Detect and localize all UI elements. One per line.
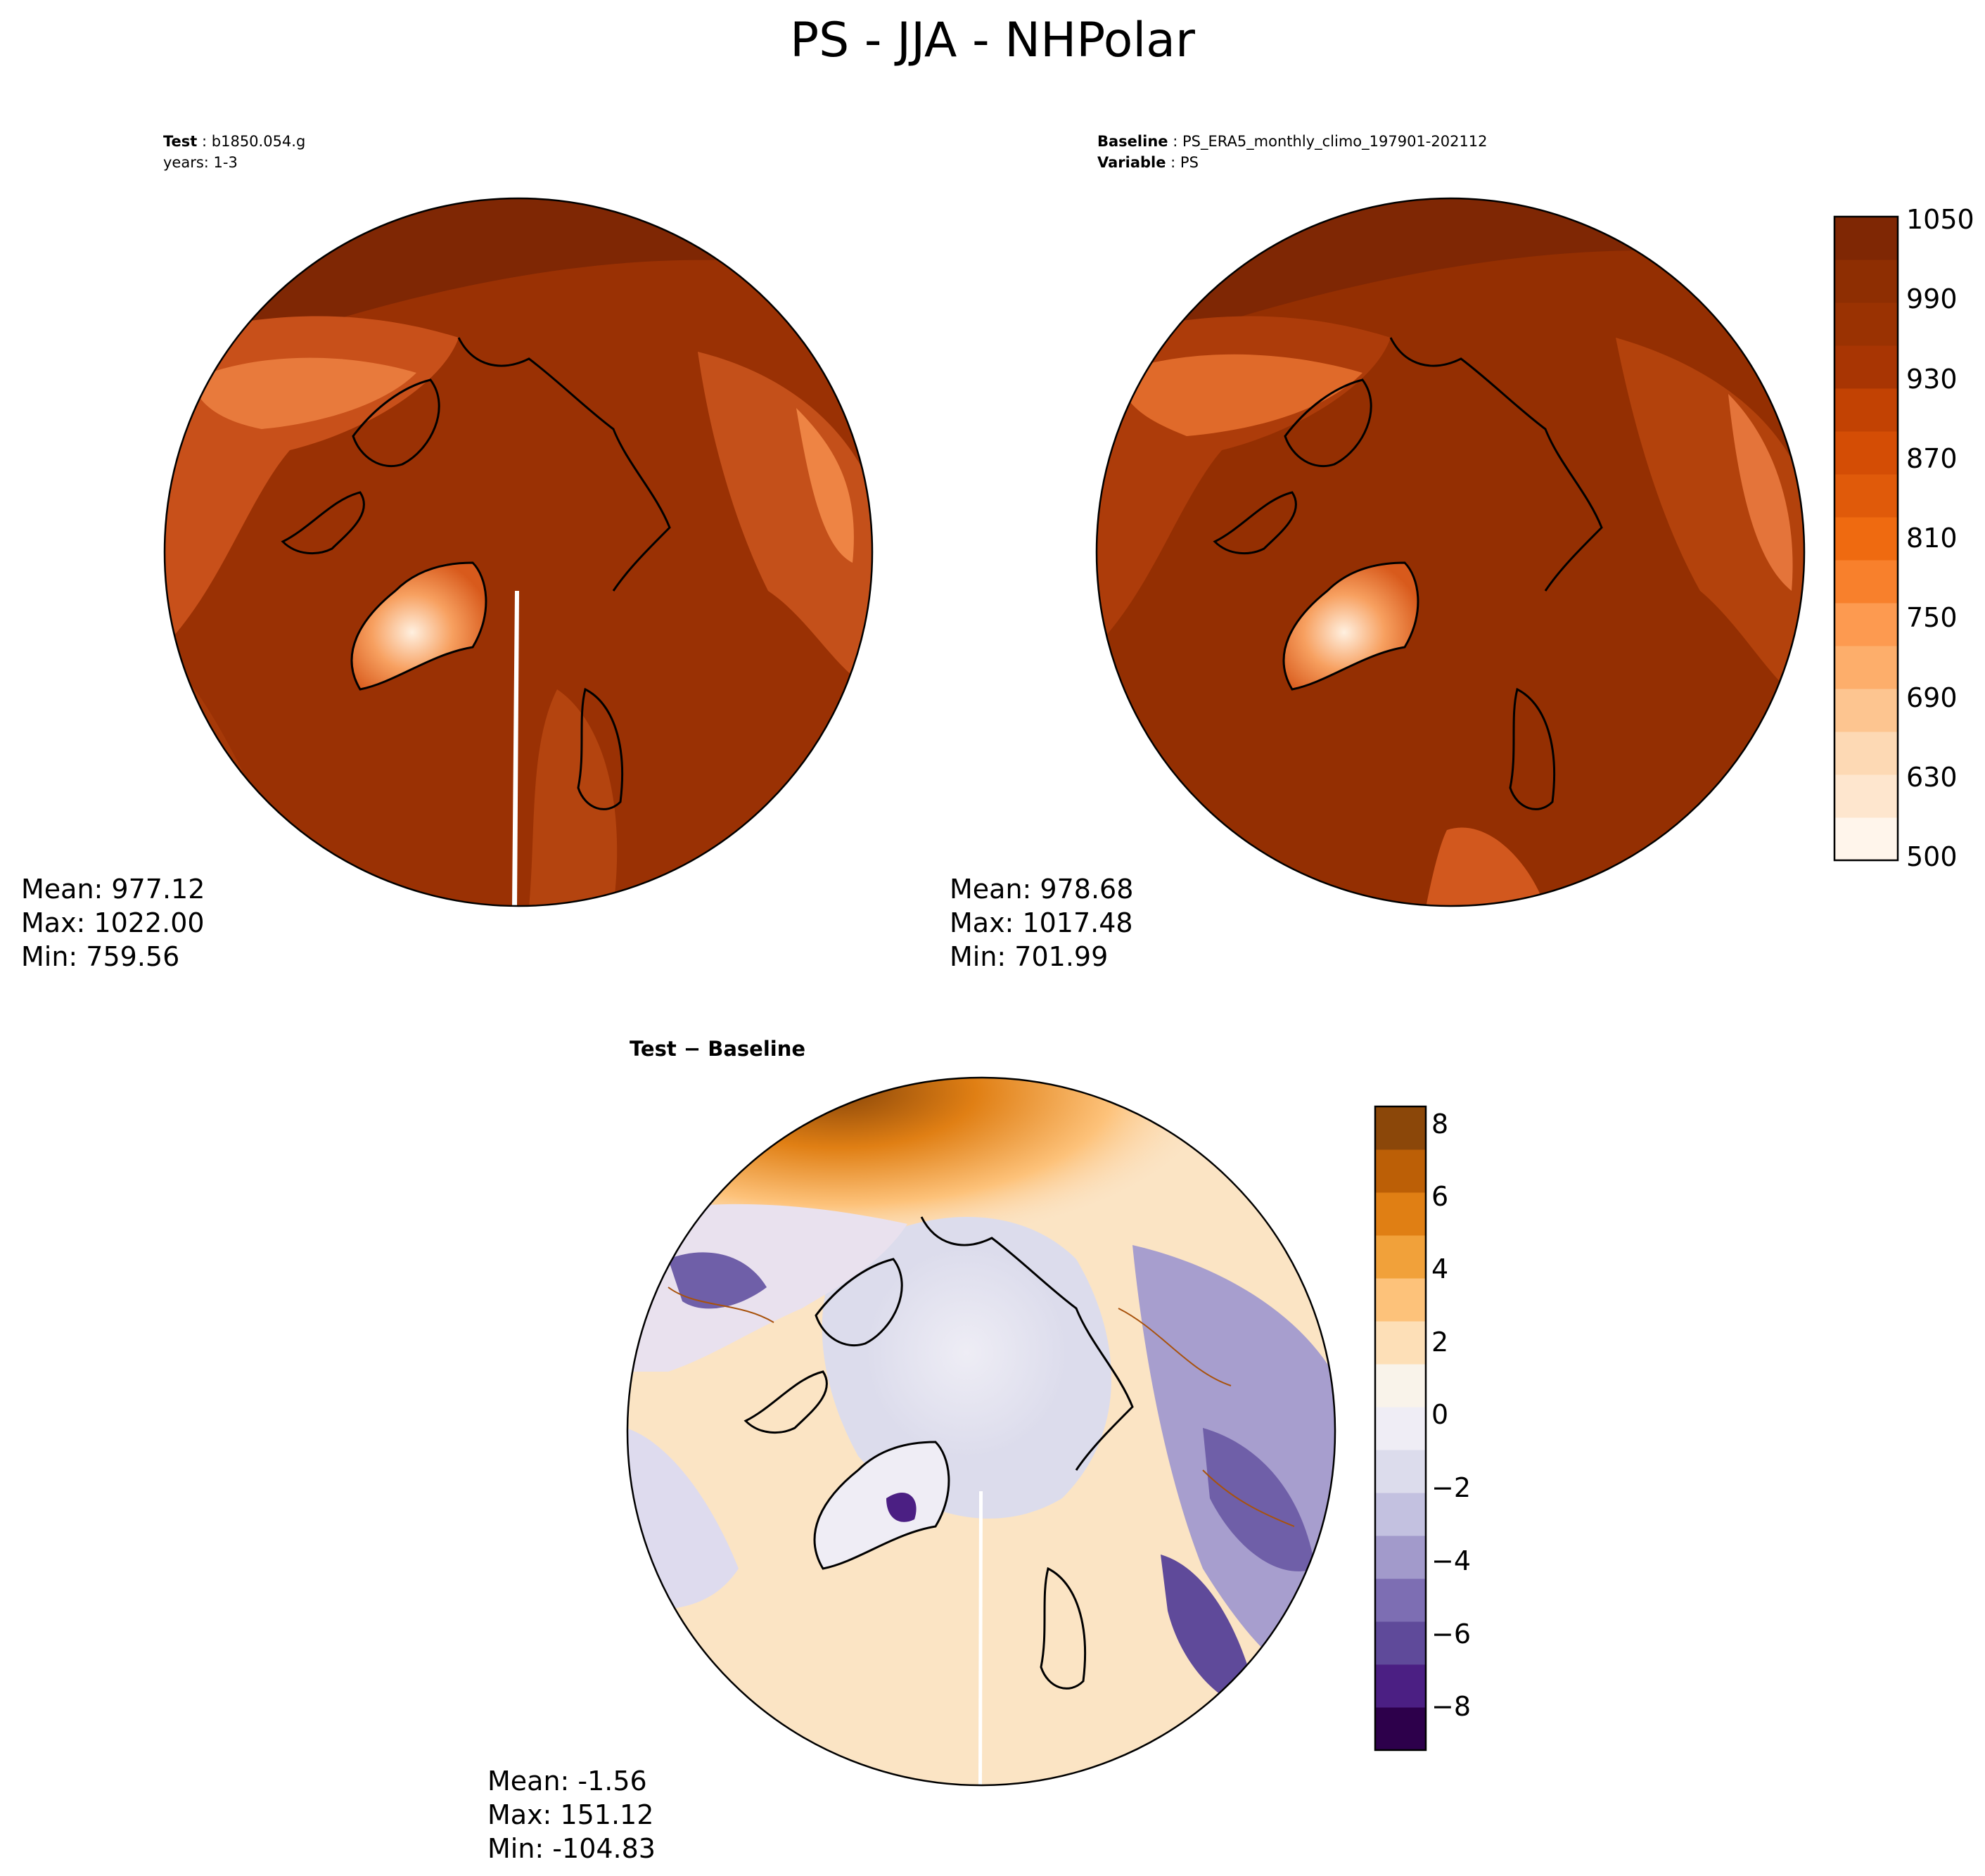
baseline-variable-value: PS bbox=[1180, 154, 1199, 171]
diff-colorbar-tick: −2 bbox=[1431, 1472, 1472, 1503]
colorbar-segment bbox=[1834, 474, 1898, 518]
colorbar-segment bbox=[1834, 302, 1898, 346]
diff-max: Max: 151.12 bbox=[487, 1799, 654, 1830]
colorbar-segment bbox=[1375, 1321, 1426, 1365]
diff-colorbar-tick: 6 bbox=[1431, 1181, 1449, 1212]
ps-colorbar-tick: 500 bbox=[1906, 841, 1958, 872]
diff-colorbar-tick: −8 bbox=[1431, 1691, 1472, 1722]
baseline-map-border bbox=[1095, 197, 1806, 907]
colorbar-segment bbox=[1375, 1707, 1426, 1751]
diff-colorbar-frame bbox=[1374, 1105, 1427, 1751]
diff-arctic-ocean bbox=[822, 1217, 1111, 1519]
test-mean: Mean: 977.12 bbox=[21, 874, 205, 905]
diff-land-asia bbox=[627, 1204, 907, 1372]
colorbar-segment bbox=[1834, 817, 1898, 861]
diff-colorbar-tick: 8 bbox=[1431, 1109, 1449, 1140]
ps-colorbar bbox=[1833, 215, 1899, 862]
diff-greenland bbox=[815, 1442, 949, 1569]
baseline-map bbox=[1095, 197, 1806, 907]
colorbar-segment bbox=[1834, 774, 1898, 818]
diff-title-op: − bbox=[676, 1037, 708, 1061]
colorbar-segment bbox=[1375, 1235, 1426, 1279]
colorbar-segment bbox=[1375, 1192, 1426, 1236]
colorbar-segment bbox=[1834, 517, 1898, 561]
baseline-coastline bbox=[1389, 337, 1603, 592]
colorbar-segment bbox=[1375, 1407, 1426, 1450]
test-stats: Mean: 977.12 Max: 1022.00 Min: 759.56 bbox=[21, 872, 205, 974]
colorbar-segment bbox=[1375, 1621, 1426, 1665]
diff-colorbar-tick: −6 bbox=[1431, 1619, 1472, 1650]
diff-seam-line bbox=[978, 1491, 983, 1785]
diff-colorbar-tick: 0 bbox=[1431, 1399, 1449, 1430]
baseline-label-key: Baseline bbox=[1097, 133, 1168, 150]
baseline-min: Min: 701.99 bbox=[950, 941, 1109, 972]
ps-colorbar-tick: 1050 bbox=[1906, 204, 1974, 235]
ps-colorbar-frame bbox=[1833, 215, 1899, 862]
baseline-variable-key: Variable bbox=[1097, 154, 1166, 171]
colorbar-segment bbox=[1834, 689, 1898, 732]
colorbar-segment bbox=[1834, 560, 1898, 604]
colorbar-segment bbox=[1834, 345, 1898, 389]
diff-colorbar-tick: 4 bbox=[1431, 1253, 1449, 1284]
test-max: Max: 1022.00 bbox=[21, 907, 205, 938]
diff-min: Min: -104.83 bbox=[487, 1833, 656, 1864]
ps-colorbar-tick: 870 bbox=[1906, 443, 1958, 474]
test-label-key: Test bbox=[163, 133, 198, 150]
colorbar-segment bbox=[1375, 1536, 1426, 1579]
diff-stats: Mean: -1.56 Max: 151.12 Min: -104.83 bbox=[487, 1764, 656, 1865]
ps-colorbar-tick: 630 bbox=[1906, 762, 1958, 793]
diff-title-baseline: Baseline bbox=[708, 1037, 806, 1061]
diff-title: Test − Baseline bbox=[630, 1037, 805, 1061]
test-seam-line bbox=[512, 591, 519, 906]
ps-colorbar-tick: 810 bbox=[1906, 523, 1958, 554]
diff-mean: Mean: -1.56 bbox=[487, 1766, 647, 1797]
colorbar-segment bbox=[1375, 1106, 1426, 1150]
test-years: years: 1-3 bbox=[163, 154, 238, 171]
test-map bbox=[163, 197, 874, 907]
diff-title-test: Test bbox=[630, 1037, 677, 1061]
ps-colorbar-tick: 990 bbox=[1906, 283, 1958, 314]
colorbar-segment bbox=[1834, 217, 1898, 260]
colorbar-segment bbox=[1834, 603, 1898, 646]
colorbar-segment bbox=[1834, 431, 1898, 475]
baseline-stats: Mean: 978.68 Max: 1017.48 Min: 701.99 bbox=[950, 872, 1133, 974]
colorbar-segment bbox=[1375, 1149, 1426, 1193]
colorbar-segment bbox=[1375, 1493, 1426, 1536]
test-header: Test : b1850.054.g years: 1-3 bbox=[163, 131, 305, 173]
baseline-land-europe bbox=[1616, 338, 1804, 703]
ps-colorbar-tick: 930 bbox=[1906, 364, 1958, 395]
diff-colorbar bbox=[1374, 1105, 1427, 1751]
test-map-border bbox=[163, 197, 874, 907]
baseline-label-value: PS_ERA5_monthly_climo_197901-202112 bbox=[1182, 133, 1488, 150]
colorbar-segment bbox=[1375, 1364, 1426, 1408]
greenland-high-terrain bbox=[352, 563, 486, 689]
diff-coastline bbox=[920, 1216, 1134, 1471]
baseline-mean: Mean: 978.68 bbox=[950, 874, 1134, 905]
figure-title: PS - JJA - NHPolar bbox=[790, 13, 1195, 68]
diff-contour-lines bbox=[668, 1287, 1295, 1527]
colorbar-segment bbox=[1375, 1278, 1426, 1322]
colorbar-segment bbox=[1375, 1664, 1426, 1708]
diff-colorbar-tick: 2 bbox=[1431, 1327, 1449, 1358]
colorbar-segment bbox=[1834, 732, 1898, 775]
ps-colorbar-tick: 750 bbox=[1906, 602, 1958, 633]
colorbar-segment bbox=[1834, 388, 1898, 432]
test-land-europe bbox=[698, 352, 872, 689]
baseline-greenland-high-terrain bbox=[1284, 563, 1418, 689]
baseline-header: Baseline : PS_ERA5_monthly_climo_197901-… bbox=[1097, 133, 1488, 171]
colorbar-segment bbox=[1375, 1578, 1426, 1622]
colorbar-segment bbox=[1834, 260, 1898, 303]
test-min: Min: 759.56 bbox=[21, 941, 180, 972]
ps-colorbar-tick: 690 bbox=[1906, 682, 1958, 713]
diff-map bbox=[626, 1076, 1336, 1787]
diff-colorbar-tick: −4 bbox=[1431, 1545, 1472, 1576]
baseline-max: Max: 1017.48 bbox=[950, 907, 1133, 938]
colorbar-segment bbox=[1375, 1450, 1426, 1493]
test-label-value: b1850.054.g bbox=[211, 133, 306, 150]
diff-map-border bbox=[626, 1076, 1336, 1787]
test-coastline bbox=[457, 337, 671, 592]
colorbar-segment bbox=[1834, 646, 1898, 689]
